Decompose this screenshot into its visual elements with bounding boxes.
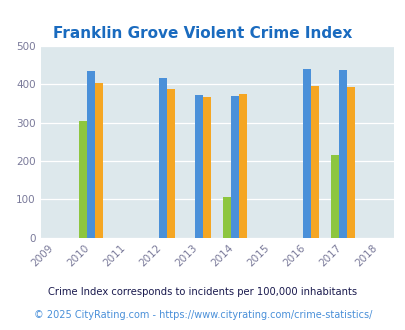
Text: © 2025 CityRating.com - https://www.cityrating.com/crime-statistics/: © 2025 CityRating.com - https://www.city…: [34, 310, 371, 320]
Bar: [159, 78, 167, 238]
Bar: [223, 197, 231, 238]
Bar: [202, 97, 211, 238]
Bar: [167, 89, 175, 238]
Bar: [87, 71, 95, 238]
Bar: [346, 87, 354, 238]
Bar: [195, 95, 202, 238]
Bar: [339, 70, 346, 238]
Text: Franklin Grove Violent Crime Index: Franklin Grove Violent Crime Index: [53, 25, 352, 41]
Bar: [303, 69, 311, 238]
Text: Crime Index corresponds to incidents per 100,000 inhabitants: Crime Index corresponds to incidents per…: [48, 287, 357, 297]
Bar: [239, 94, 247, 238]
Bar: [231, 96, 239, 238]
Bar: [95, 83, 103, 238]
Bar: [330, 155, 339, 238]
Legend: Franklin Grove, Illinois, National: Franklin Grove, Illinois, National: [79, 327, 354, 330]
Bar: [311, 85, 318, 238]
Bar: [79, 121, 87, 238]
